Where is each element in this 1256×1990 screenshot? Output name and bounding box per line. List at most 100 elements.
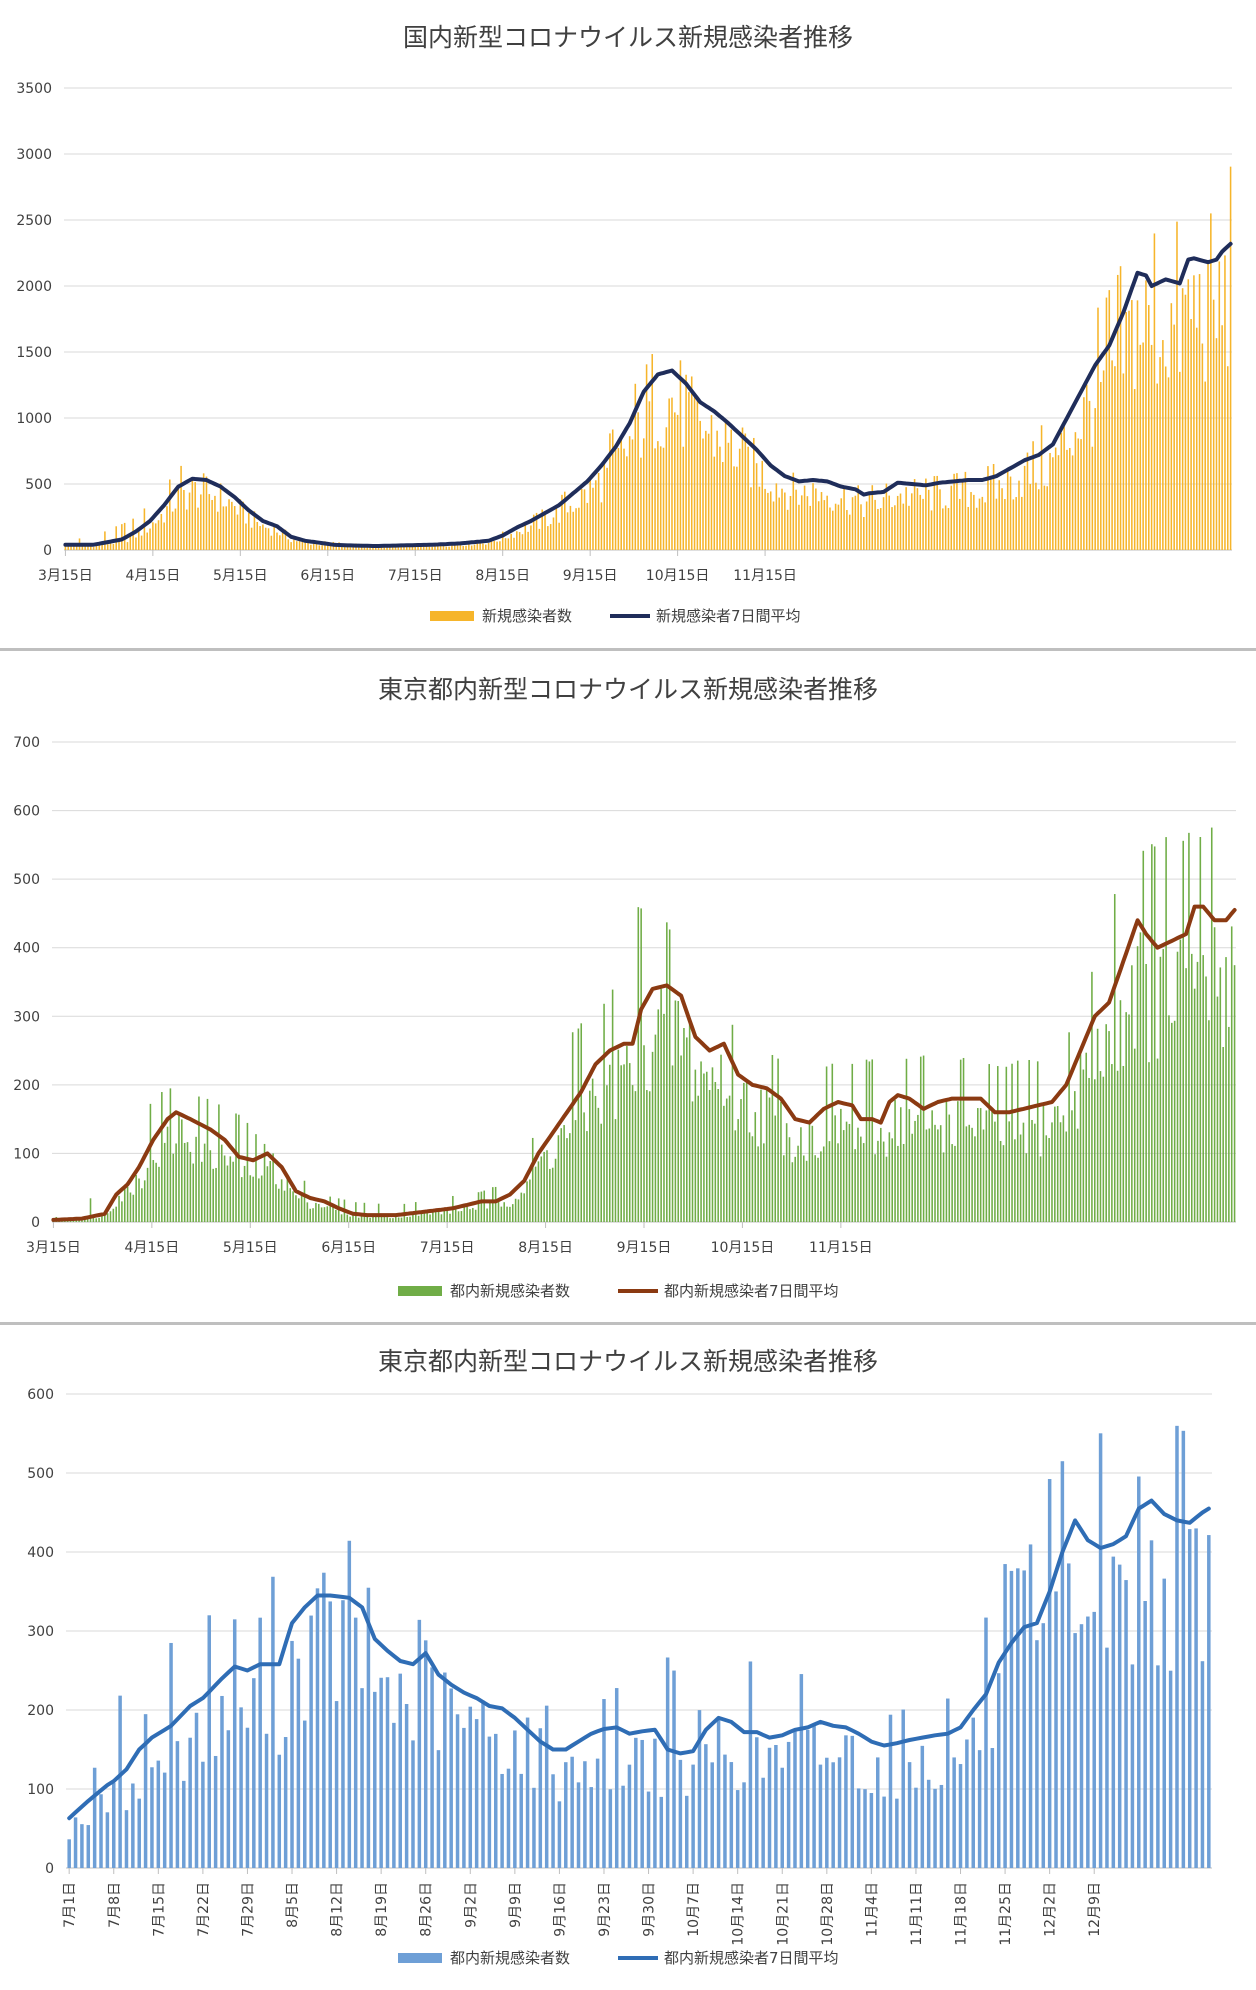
bar xyxy=(659,446,662,550)
bar xyxy=(216,511,219,550)
bar xyxy=(805,1729,810,1868)
bar xyxy=(1142,342,1144,550)
bar xyxy=(269,1160,272,1222)
bar xyxy=(106,544,109,550)
bar xyxy=(614,448,617,550)
bar xyxy=(1162,949,1165,1222)
bar xyxy=(919,494,922,550)
bar xyxy=(834,503,837,550)
bar xyxy=(1130,1664,1135,1868)
bar xyxy=(563,1125,565,1222)
bar xyxy=(561,494,563,550)
bar xyxy=(945,1100,948,1222)
bar xyxy=(806,496,809,550)
bar xyxy=(977,1108,979,1222)
bar xyxy=(1181,1430,1186,1868)
x-tick-label: 5月15日 xyxy=(213,568,268,584)
bar xyxy=(286,1176,289,1222)
bar xyxy=(1111,1064,1113,1222)
x-tick-label: 6月15日 xyxy=(321,1240,376,1256)
bar xyxy=(805,1160,808,1222)
bar xyxy=(181,1119,183,1222)
bar xyxy=(999,1140,1002,1222)
bar xyxy=(489,1202,491,1222)
bar xyxy=(640,457,642,550)
bar xyxy=(280,1179,283,1222)
bar xyxy=(174,508,177,550)
bar xyxy=(800,1127,802,1222)
bar xyxy=(425,546,428,550)
bar xyxy=(320,1207,323,1222)
bar xyxy=(901,1709,905,1868)
bar xyxy=(1045,1135,1048,1222)
bar xyxy=(614,1688,619,1868)
bar xyxy=(939,1125,942,1222)
bar xyxy=(101,1214,103,1222)
bar xyxy=(699,420,701,550)
bar xyxy=(589,1090,591,1222)
bar xyxy=(640,908,642,1222)
bar xyxy=(443,1210,446,1222)
bar xyxy=(335,546,338,550)
bar xyxy=(109,1211,112,1222)
bar xyxy=(781,488,783,550)
bar xyxy=(64,546,67,550)
bar xyxy=(857,485,859,550)
bar xyxy=(996,1673,1001,1868)
bar xyxy=(239,499,242,550)
bar xyxy=(971,1717,976,1868)
bar xyxy=(156,1760,161,1868)
bar xyxy=(220,1144,223,1222)
bar xyxy=(503,1202,505,1222)
bar xyxy=(463,1206,466,1222)
bar xyxy=(937,1129,939,1222)
bar xyxy=(166,1126,169,1222)
bar xyxy=(812,483,814,550)
bar xyxy=(694,1069,697,1222)
bar xyxy=(990,479,992,550)
bar xyxy=(992,463,995,550)
bar xyxy=(510,533,512,550)
bar xyxy=(226,1165,229,1222)
bar xyxy=(580,488,583,550)
bar xyxy=(1179,371,1181,550)
bar xyxy=(552,517,555,550)
bar xyxy=(152,522,154,550)
y-tick-label: 3500 xyxy=(16,81,52,97)
bar xyxy=(750,487,752,550)
bar xyxy=(748,1661,753,1868)
bar xyxy=(583,1761,587,1868)
bar xyxy=(764,488,766,550)
bar xyxy=(665,427,668,550)
y-tick-label: 3000 xyxy=(16,147,52,163)
bar xyxy=(1233,965,1236,1222)
bar xyxy=(412,1213,414,1222)
bar xyxy=(668,398,670,550)
bar xyxy=(513,537,515,550)
bar xyxy=(303,1180,306,1222)
bar xyxy=(777,1058,779,1222)
bar xyxy=(417,1619,422,1868)
bar xyxy=(406,1217,408,1222)
bar xyxy=(225,506,227,550)
bar xyxy=(646,1090,648,1222)
bar xyxy=(962,1057,965,1222)
bar xyxy=(916,488,919,550)
bar xyxy=(957,1101,959,1222)
bar xyxy=(154,523,157,550)
bar xyxy=(822,1146,825,1222)
bar xyxy=(207,1615,212,1868)
bar xyxy=(188,492,191,550)
legend-bar-swatch xyxy=(398,1953,442,1963)
bar xyxy=(843,488,845,550)
bar xyxy=(1210,827,1213,1222)
bar xyxy=(862,1143,865,1222)
bar xyxy=(366,545,369,550)
bar xyxy=(160,513,163,550)
bar xyxy=(802,1155,805,1222)
bar xyxy=(874,1154,876,1222)
bar xyxy=(703,1073,705,1222)
bar xyxy=(1097,307,1099,550)
bar xyxy=(825,1757,829,1868)
bar xyxy=(578,507,580,550)
